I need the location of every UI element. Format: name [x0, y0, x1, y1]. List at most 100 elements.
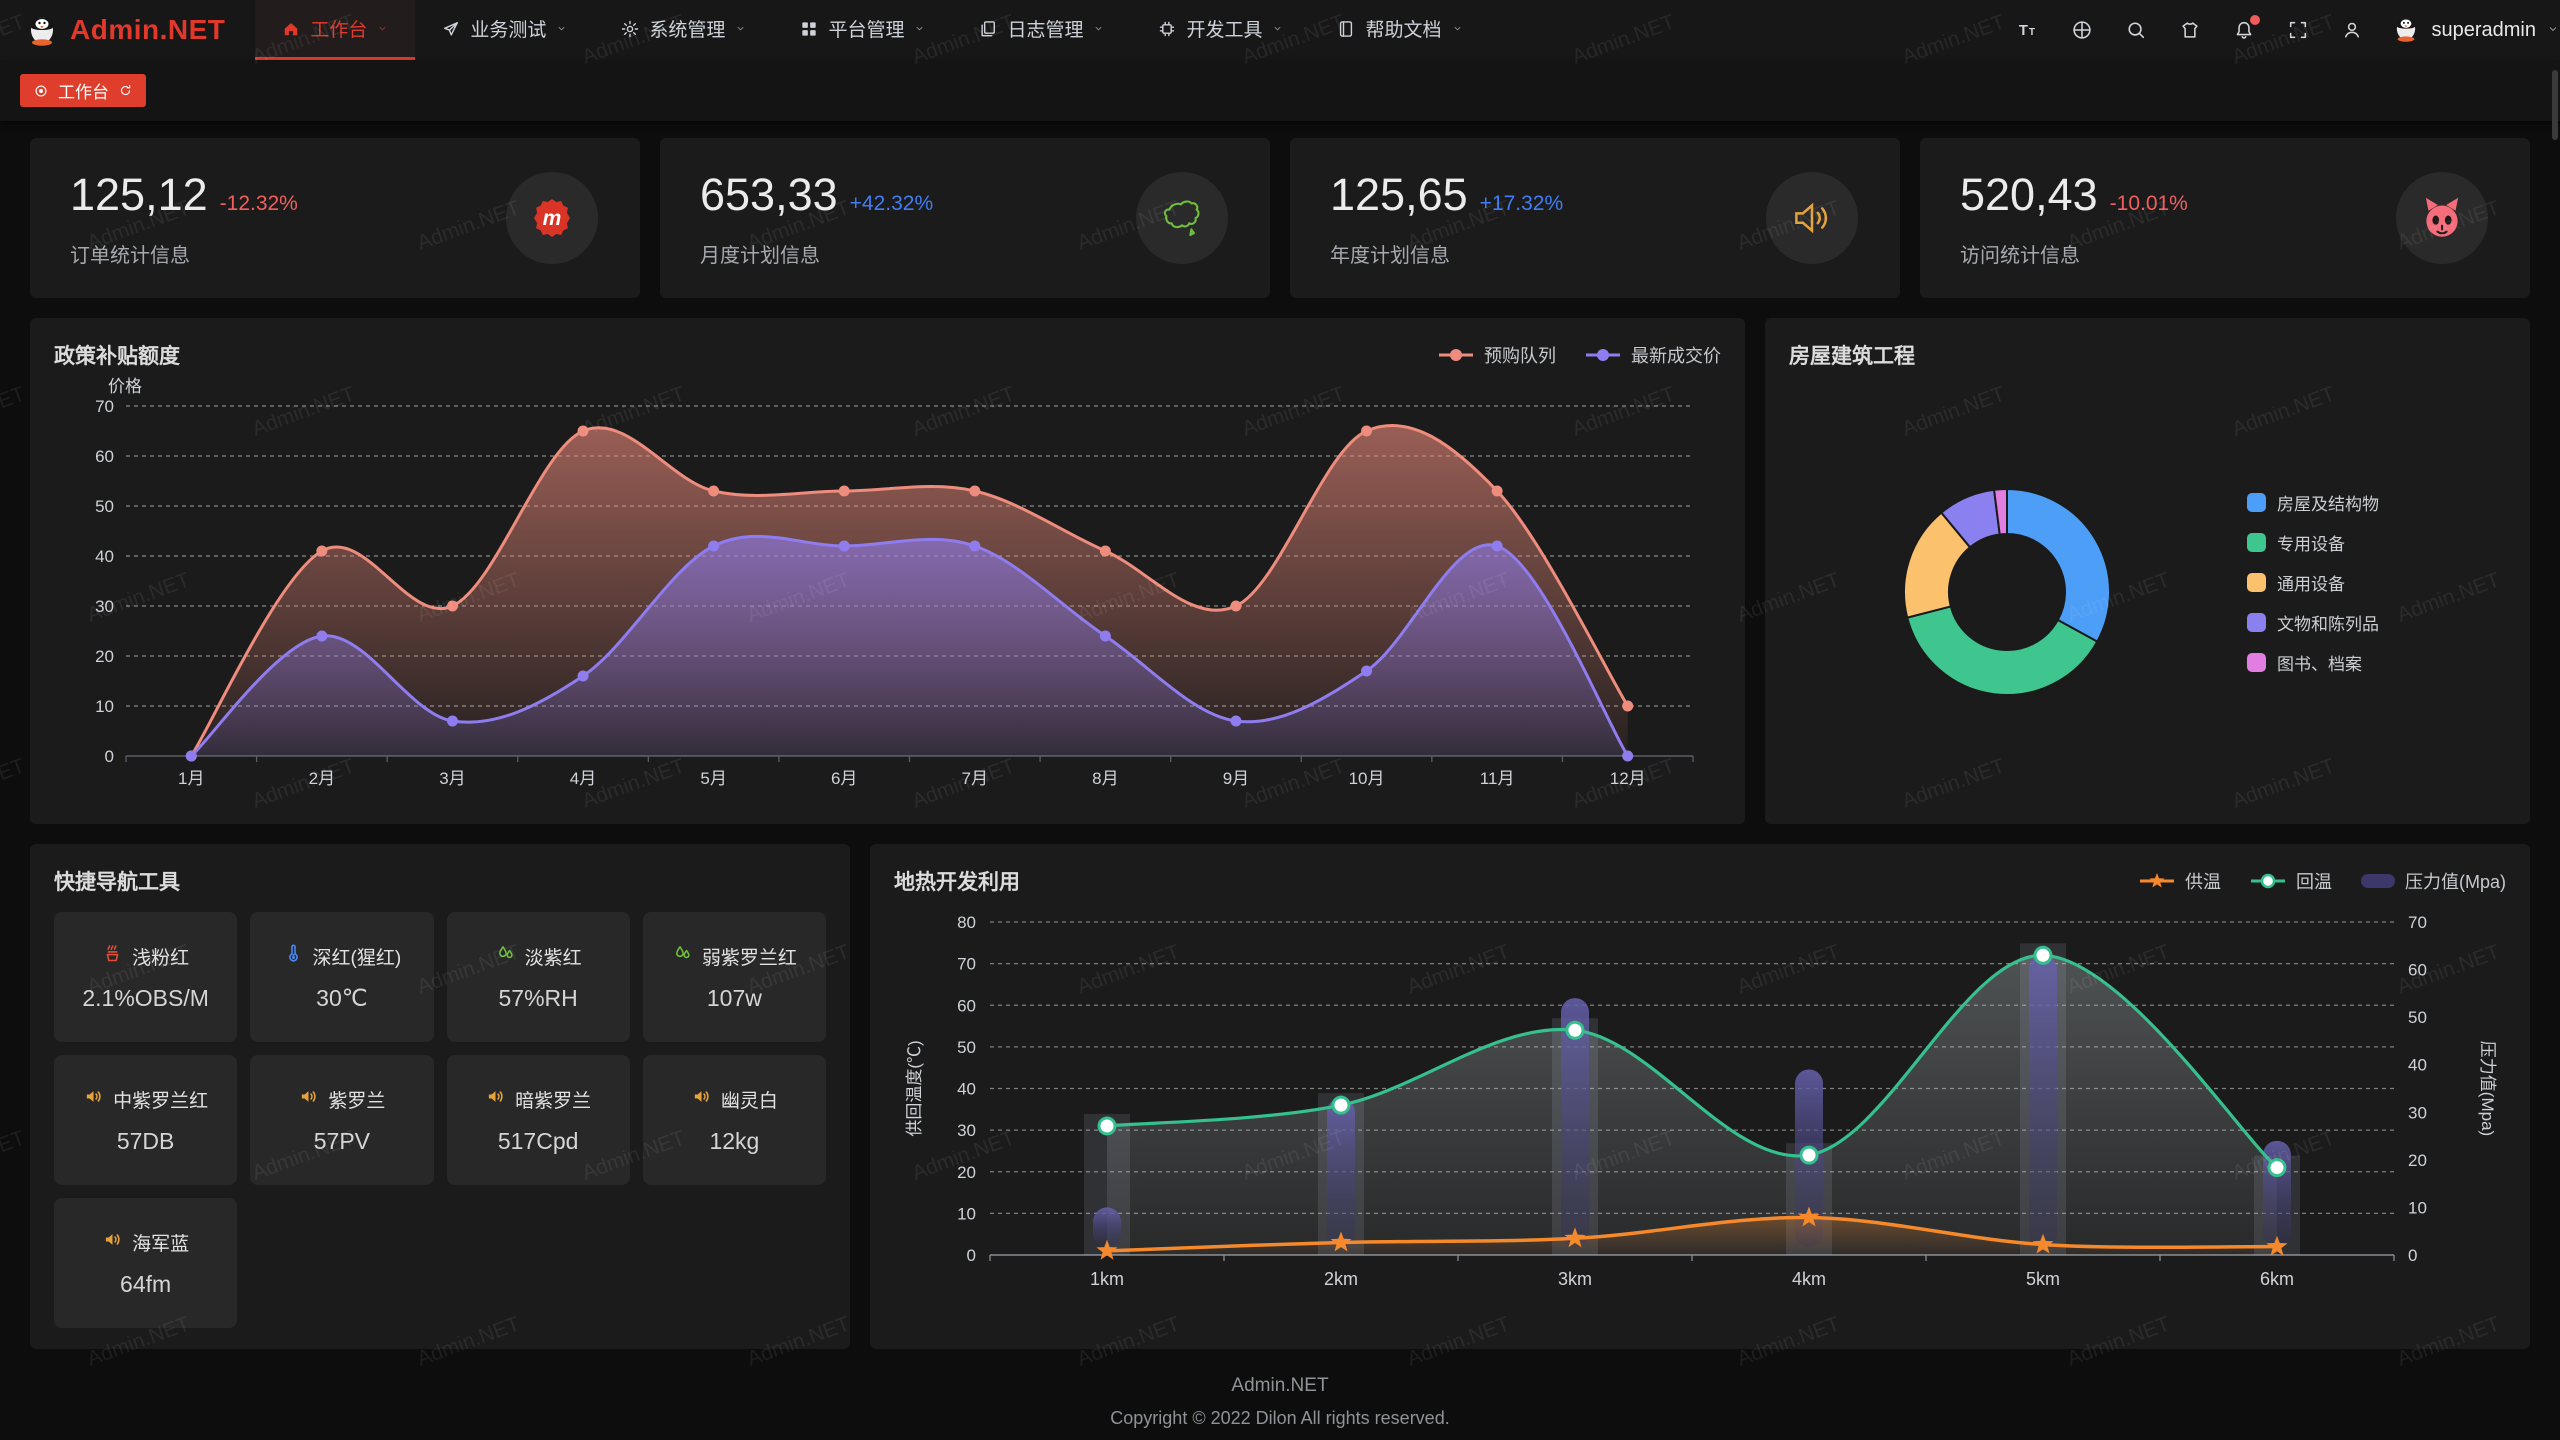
nav-item-label: 日志管理 [1007, 20, 1084, 41]
panel-title: 地热开发利用 [894, 871, 1020, 894]
legend-item[interactable]: 最新成交价 [1584, 342, 1721, 368]
svg-text:20: 20 [95, 647, 114, 666]
svg-text:0: 0 [967, 1246, 976, 1265]
nav-item-workbench[interactable]: 工作台 [255, 0, 416, 60]
china-map-icon [1136, 172, 1228, 264]
quick-nav-value: 57%RH [498, 984, 578, 1011]
stat-card-yearly-plan: 125,65 +17.32% 年度计划信息 [1290, 138, 1900, 298]
nav-item-help-docs[interactable]: 帮助文档 [1310, 0, 1489, 60]
quick-nav-name: 中紫罗兰红 [113, 1090, 209, 1112]
svg-text:40: 40 [95, 547, 114, 566]
quick-nav-grid: 浅粉红 2.1%OBS/M 深红(猩红) 30℃ 淡紫红 57%RH 弱紫罗兰红 107w 中紫… [54, 912, 826, 1328]
stat-delta: -12.32% [219, 191, 298, 215]
legend-item[interactable]: 预购队列 [1437, 342, 1556, 368]
svg-text:70: 70 [95, 397, 114, 416]
help-docs-icon [1336, 19, 1356, 39]
nav-item-platform-mgmt[interactable]: 平台管理 [773, 0, 952, 60]
panel-subsidy-chart: 政策补贴额度 预购队列 最新成交价 0 10 20 30 40 50 60 70 价格 1月 2月 3月… [30, 318, 1745, 824]
stat-label: 月度计划信息 [700, 244, 820, 267]
notifications-icon[interactable] [2233, 15, 2261, 41]
svg-text:3km: 3km [1558, 1269, 1592, 1289]
search-icon[interactable] [2125, 19, 2147, 41]
svg-text:4月: 4月 [570, 769, 596, 788]
app-logo[interactable]: Admin.NET [0, 0, 255, 60]
quick-nav-card-2[interactable]: 深红(猩红) 30℃ [250, 912, 434, 1042]
stat-value: 520,43 [1960, 168, 2098, 220]
avatar [2391, 12, 2421, 48]
svg-text:40: 40 [2408, 1056, 2427, 1075]
language-icon[interactable] [2071, 19, 2093, 41]
tab-workbench[interactable]: 工作台 [20, 74, 146, 107]
chevron-down-icon [1271, 22, 1284, 35]
nav-item-business-test[interactable]: 业务测试 [415, 0, 594, 60]
username: superadmin [2431, 18, 2536, 41]
tab-dot-icon [33, 83, 49, 99]
business-test-icon [441, 19, 461, 39]
theme-skin-icon[interactable] [2179, 19, 2201, 41]
quick-nav-card-3[interactable]: 淡紫红 57%RH [446, 912, 630, 1042]
quick-nav-card-5[interactable]: 中紫罗兰红 57DB [54, 1055, 238, 1185]
legend-item[interactable]: 房屋及结构物 [2247, 490, 2379, 515]
droplets-icon [495, 943, 516, 970]
svg-text:4km: 4km [1792, 1269, 1826, 1289]
legend-item[interactable]: 压力值(Mpa) [2360, 868, 2506, 894]
nav-item-label: 业务测试 [470, 20, 547, 41]
legend-item[interactable]: 回温 [2249, 868, 2332, 894]
chevron-down-icon [2546, 19, 2560, 42]
legend-item[interactable]: 文物和陈列品 [2247, 610, 2379, 635]
stat-card-visits: 520,43 -10.01% 访问统计信息 [1920, 138, 2530, 298]
quick-nav-card-8[interactable]: 幽灵白 12kg [642, 1055, 826, 1185]
thermometer-icon [283, 943, 304, 970]
profile-icon[interactable] [2341, 19, 2363, 41]
page-footer: Admin.NET Copyright © 2022 Dilon All rig… [30, 1375, 2530, 1429]
page-content: 125,12 -12.32% 订单统计信息 m 653,33 +42.32% 月… [0, 122, 2560, 1429]
nav-item-dev-tools[interactable]: 开发工具 [1131, 0, 1310, 60]
platform-mgmt-icon [799, 19, 819, 39]
scrollbar-thumb[interactable] [2552, 70, 2558, 140]
stat-value: 125,65 [1330, 168, 1468, 220]
quick-nav-card-6[interactable]: 紫罗兰 57PV [250, 1055, 434, 1185]
quick-nav-card-9[interactable]: 海军蓝 64fm [54, 1198, 238, 1328]
svg-text:1km: 1km [1090, 1269, 1124, 1289]
quick-nav-value: 2.1%OBS/M [82, 984, 209, 1011]
speaker-icon [1766, 172, 1858, 264]
dev-tools-icon [1157, 19, 1177, 39]
fullscreen-icon[interactable] [2287, 19, 2309, 41]
meetup-icon: m [506, 172, 598, 264]
quick-nav-card-7[interactable]: 暗紫罗兰 517Cpd [446, 1055, 630, 1185]
svg-text:5月: 5月 [700, 769, 726, 788]
nav-item-label: 工作台 [310, 20, 368, 41]
svg-text:0: 0 [2408, 1246, 2417, 1265]
speaker-icon [298, 1086, 319, 1113]
nav-item-log-mgmt[interactable]: 日志管理 [952, 0, 1131, 60]
quick-nav-value: 57PV [313, 1127, 370, 1154]
stat-delta: +42.32% [849, 191, 934, 215]
stat-card-orders: 125,12 -12.32% 订单统计信息 m [30, 138, 640, 298]
legend-item[interactable]: 图书、档案 [2247, 650, 2379, 675]
nav-item-system-mgmt[interactable]: 系统管理 [594, 0, 773, 60]
quick-nav-card-1[interactable]: 浅粉红 2.1%OBS/M [54, 912, 238, 1042]
svg-text:压力值(Mpa): 压力值(Mpa) [2478, 1041, 2497, 1136]
geothermal-legend: 供温 回温 压力值(Mpa) [2138, 868, 2506, 894]
geothermal-mixed-chart: 0 10 20 30 40 50 60 70 80 0 10 20 30 40 50 60 70 供回温度(℃) 压… [905, 913, 2497, 1289]
svg-text:10: 10 [2408, 1198, 2427, 1217]
chevron-down-icon [376, 22, 389, 35]
svg-text:40: 40 [957, 1080, 976, 1099]
svg-text:9月: 9月 [1223, 769, 1249, 788]
workbench-icon [281, 19, 301, 39]
refresh-icon[interactable] [118, 83, 133, 98]
svg-text:70: 70 [957, 955, 976, 974]
legend-item[interactable]: 通用设备 [2247, 570, 2379, 595]
droplets-icon [672, 943, 693, 970]
svg-text:6月: 6月 [831, 769, 857, 788]
legend-item[interactable]: 供温 [2138, 868, 2221, 894]
svg-text:价格: 价格 [108, 377, 142, 396]
user-menu[interactable]: superadmin [2391, 0, 2560, 60]
svg-text:30: 30 [2408, 1103, 2427, 1122]
legend-item[interactable]: 专用设备 [2247, 530, 2379, 555]
quick-nav-card-4[interactable]: 弱紫罗兰红 107w [642, 912, 826, 1042]
quick-nav-name: 深红(猩红) [312, 947, 402, 969]
charts-row: 政策补贴额度 预购队列 最新成交价 0 10 20 30 40 50 60 70 价格 1月 2月 3月… [30, 318, 2530, 824]
